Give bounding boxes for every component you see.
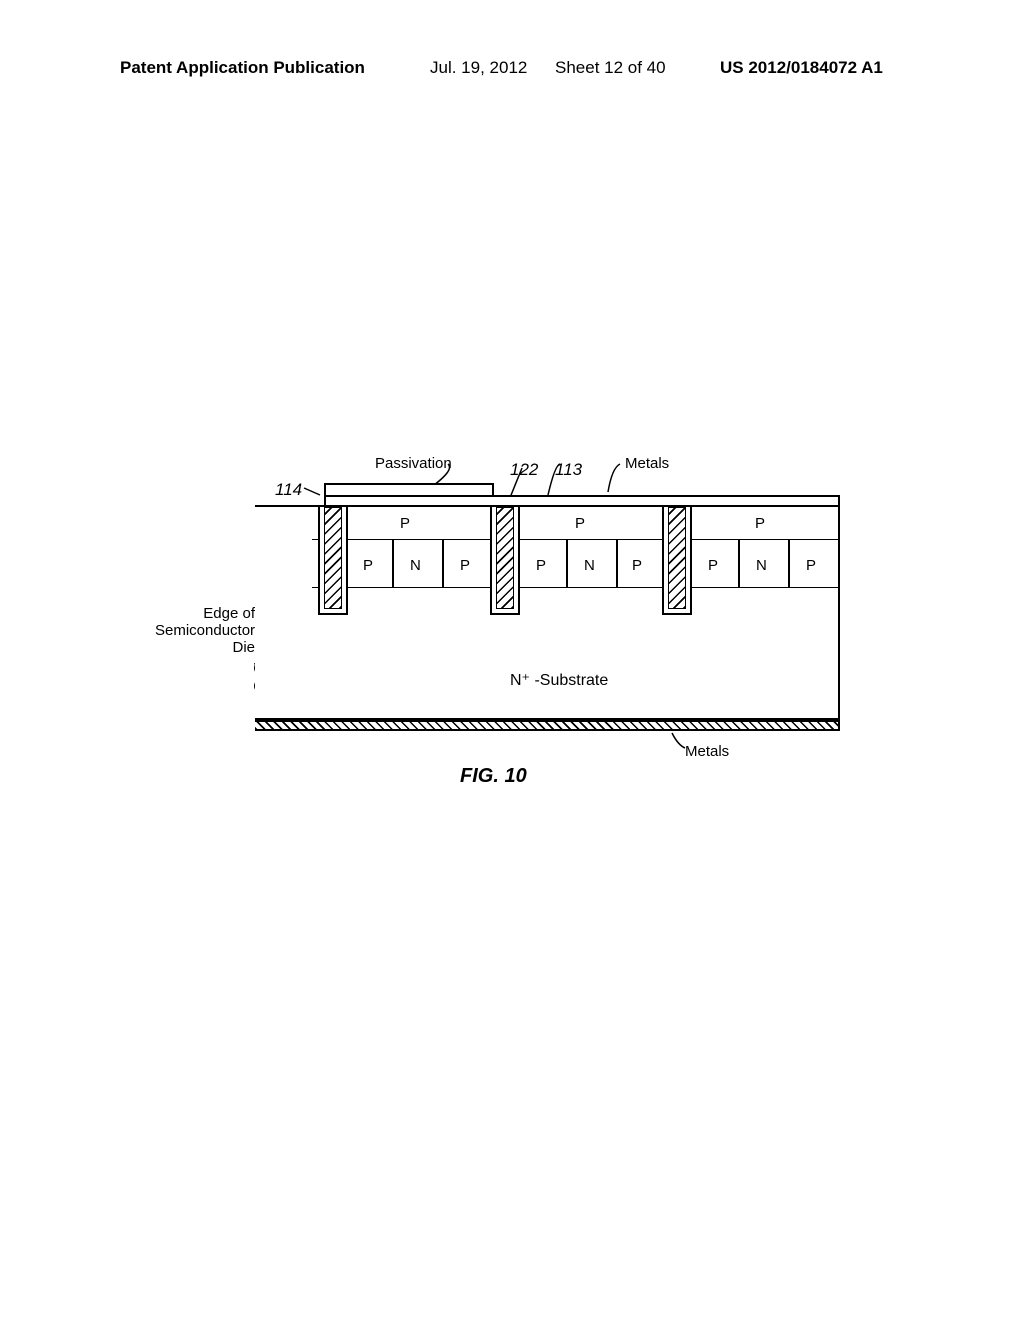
figure-caption: FIG. 10 xyxy=(460,765,527,788)
metals-bottom-label: Metals xyxy=(685,743,729,760)
cell2-p2: P xyxy=(632,557,642,574)
left-edge-mask xyxy=(255,505,310,720)
cell3-upper-p: P xyxy=(755,515,765,532)
cell2-p1: P xyxy=(536,557,546,574)
publication-number: US 2012/0184072 A1 xyxy=(720,58,883,78)
figure-10: Passivation 122 113 Metals 114 118 120 E… xyxy=(180,475,860,855)
cell1-div2 xyxy=(442,540,444,588)
bottom-metal xyxy=(255,720,840,731)
cell3-p2: P xyxy=(806,557,816,574)
trench-1-fill xyxy=(324,507,342,609)
cell3-n: N xyxy=(756,557,767,574)
trench-2-fill xyxy=(496,507,514,609)
cell1-p1: P xyxy=(363,557,373,574)
cell2-div1 xyxy=(566,540,568,588)
cell3-div1 xyxy=(738,540,740,588)
cell3-div2 xyxy=(788,540,790,588)
cell1-upper-p: P xyxy=(400,515,410,532)
top-metal xyxy=(324,495,840,507)
cell1-n: N xyxy=(410,557,421,574)
cell1-div1 xyxy=(392,540,394,588)
cell2-n: N xyxy=(584,557,595,574)
cell3-p1: P xyxy=(708,557,718,574)
cell2-upper-p: P xyxy=(575,515,585,532)
substrate-label: N⁺ -Substrate xyxy=(510,670,608,690)
cell2-div2 xyxy=(616,540,618,588)
publication-date: Jul. 19, 2012 xyxy=(430,58,527,78)
trench-3-fill xyxy=(668,507,686,609)
sheet-number: Sheet 12 of 40 xyxy=(555,58,666,78)
publication-type: Patent Application Publication xyxy=(120,58,365,78)
cell1-p2: P xyxy=(460,557,470,574)
